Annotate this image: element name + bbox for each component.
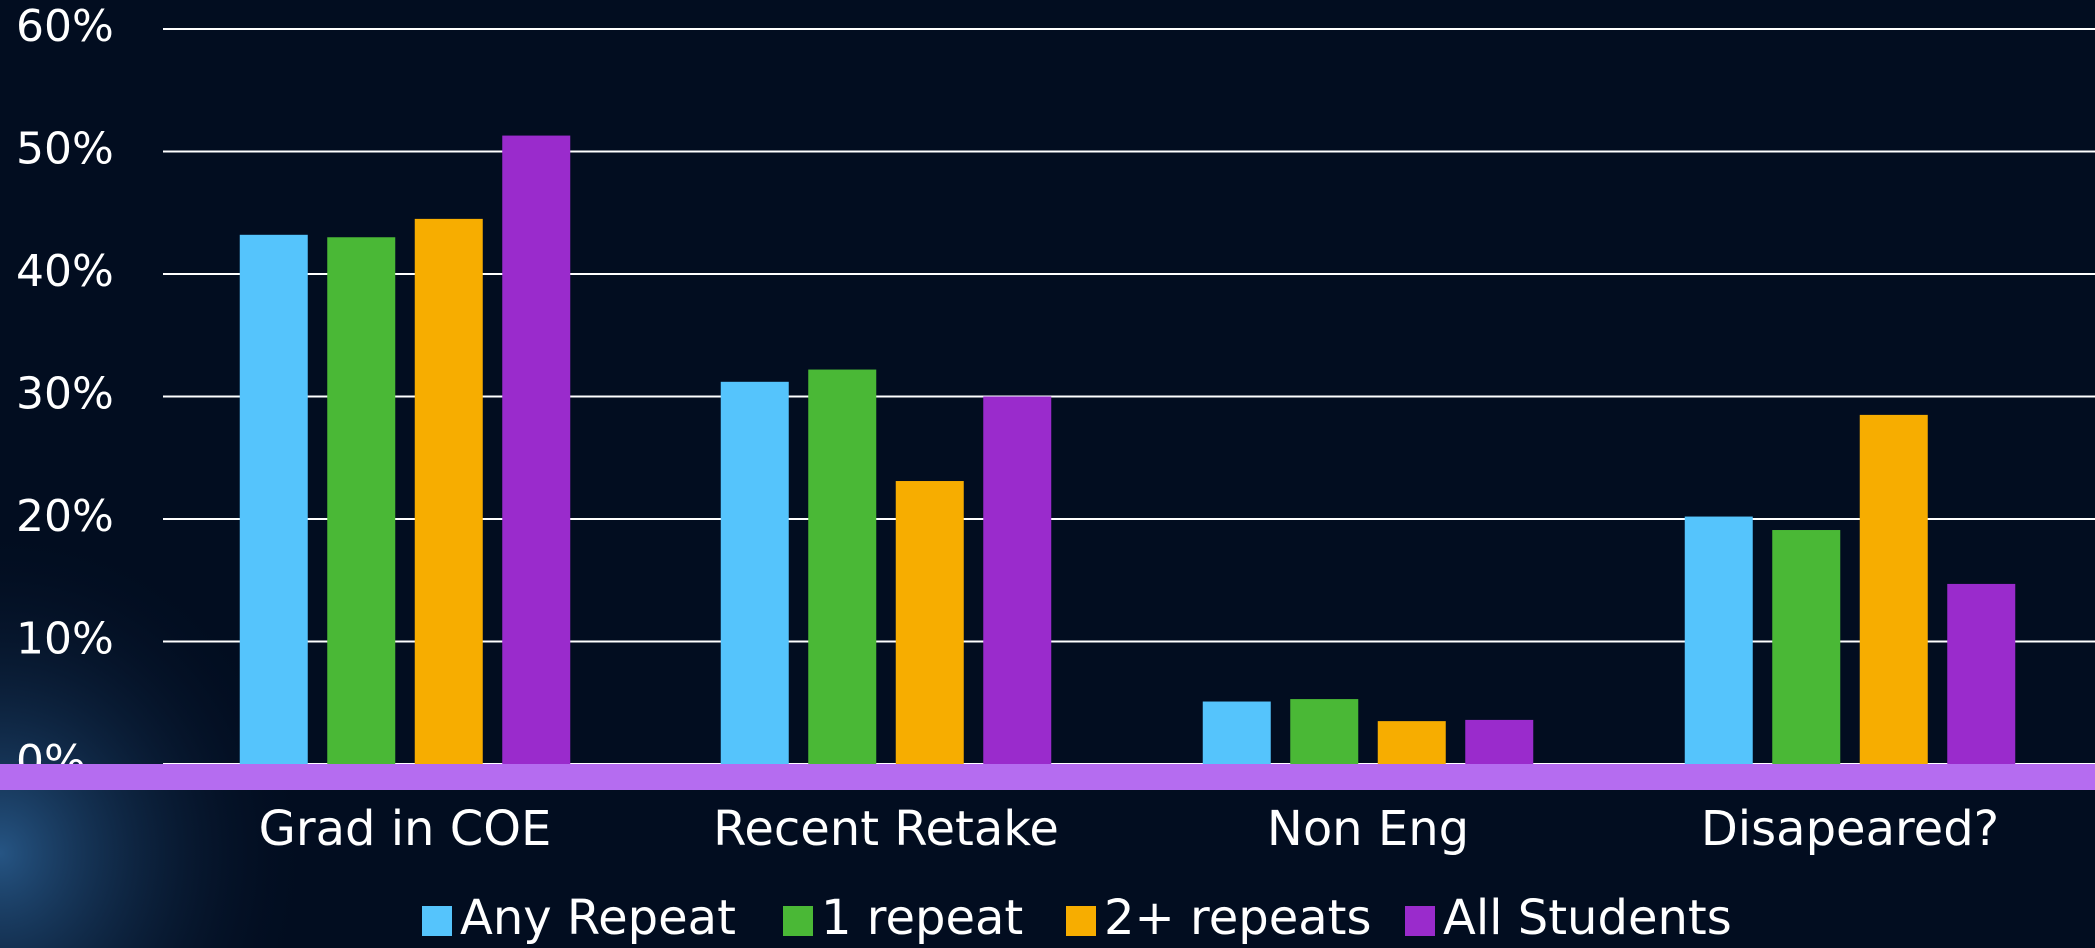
legend-label: 1 repeat [821, 890, 1023, 946]
y-tick-label: 40% [16, 246, 114, 297]
y-tick-label: 50% [16, 124, 114, 175]
legend-swatch [1405, 906, 1435, 936]
bar [720, 381, 789, 764]
bar [808, 369, 877, 764]
bar [1377, 721, 1446, 764]
legend-swatch [783, 906, 813, 936]
bar [1290, 699, 1359, 764]
bar [327, 237, 396, 764]
legend-label: Any Repeat [460, 890, 736, 946]
x-tick-label: Grad in COE [259, 801, 552, 857]
bar [1465, 719, 1534, 764]
bar [1859, 414, 1928, 764]
bar [983, 396, 1052, 764]
bar [1202, 701, 1271, 764]
legend-label: 2+ repeats [1104, 890, 1371, 946]
x-tick-label: Recent Retake [713, 801, 1059, 857]
x-axis [0, 764, 2095, 790]
y-tick-label: 30% [16, 369, 114, 420]
y-tick-label: 60% [16, 1, 114, 52]
bar [1772, 530, 1841, 764]
x-tick-label: Non Eng [1267, 801, 1469, 857]
bar [1684, 516, 1753, 764]
legend-swatch [422, 906, 452, 936]
x-tick-label: Disapeared? [1701, 801, 1999, 857]
y-tick-label: 20% [16, 491, 114, 542]
bar [895, 481, 964, 764]
bar [239, 234, 308, 765]
bar [502, 135, 571, 764]
legend-swatch [1066, 906, 1096, 936]
bar [414, 218, 483, 764]
legend-label: All Students [1443, 890, 1732, 946]
y-tick-label: 10% [16, 614, 114, 665]
bar [1947, 583, 2016, 764]
